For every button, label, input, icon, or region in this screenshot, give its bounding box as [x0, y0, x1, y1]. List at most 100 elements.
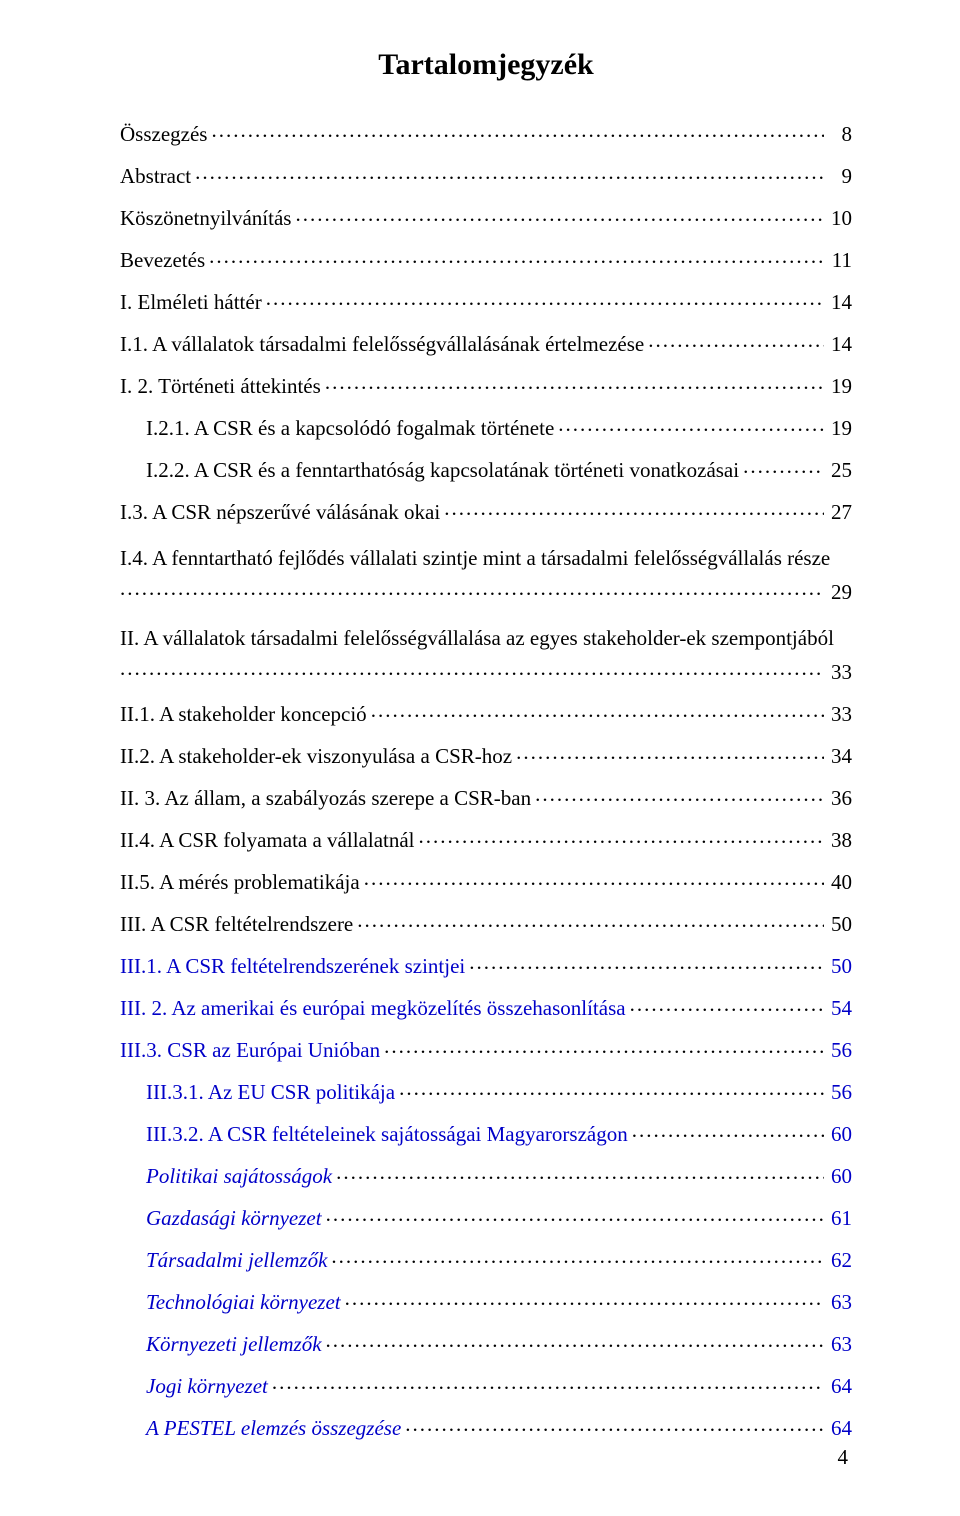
toc-entry-label: III. 2. Az amerikai és európai megközelí… — [120, 998, 630, 1019]
toc-entry[interactable]: III.3.2. A CSR feltételeinek sajátossága… — [120, 1120, 852, 1145]
toc-entry[interactable]: A PESTEL elemzés összegzése 64 — [120, 1414, 852, 1439]
toc-entry[interactable]: Politikai sajátosságok 60 — [120, 1162, 852, 1187]
toc-leader-dots — [120, 658, 824, 679]
toc-leader-dots — [405, 1414, 824, 1435]
toc-leader-dots — [336, 1162, 824, 1183]
toc-entry-label: III.3.1. Az EU CSR politikája — [146, 1082, 399, 1103]
toc-entry: I. Elméleti háttér 14 — [120, 288, 852, 313]
toc-leader-dots — [648, 330, 824, 351]
toc-entry-label: Társadalmi jellemzők — [146, 1250, 331, 1271]
toc-entry: I.2.2. A CSR és a fenntarthatóság kapcso… — [120, 456, 852, 481]
toc-leader-dots — [272, 1372, 824, 1393]
toc-entry-page: 60 — [824, 1166, 852, 1187]
toc-entry[interactable]: III.3. CSR az Európai Unióban56 — [120, 1036, 852, 1061]
toc-entry-label: Abstract — [120, 166, 195, 187]
toc-leader-dots — [325, 372, 824, 393]
toc-leader-dots — [384, 1036, 824, 1057]
page-title: Tartalomjegyzék — [120, 48, 852, 82]
toc-entry: Bevezetés11 — [120, 246, 852, 271]
toc-leader-dots — [444, 498, 824, 519]
toc-leader-dots — [516, 742, 824, 763]
toc-entry-label: III.3.2. A CSR feltételeinek sajátossága… — [146, 1124, 632, 1145]
toc-entry: Abstract 9 — [120, 162, 852, 187]
page-number: 4 — [838, 1445, 849, 1470]
toc-entry-label: Jogi környezet — [146, 1376, 272, 1397]
toc-entry-page: 33 — [824, 662, 852, 683]
toc-entry-label: I. 2. Történeti áttekintés — [120, 376, 325, 397]
toc-leader-dots — [211, 120, 824, 141]
toc-entry: II.2. A stakeholder-ek viszonyulása a CS… — [120, 742, 852, 767]
toc-entry-label: III.3. CSR az Európai Unióban — [120, 1040, 384, 1061]
toc-entry-label: II. A vállalatok társadalmi felelősségvá… — [120, 626, 838, 650]
toc-entry: III. A CSR feltételrendszere50 — [120, 910, 852, 935]
toc-entry-label: I.3. A CSR népszerűvé válásának okai — [120, 502, 444, 523]
toc-entry-page: 14 — [824, 292, 852, 313]
toc-leader-dots — [371, 700, 824, 721]
toc-entry-page: 50 — [824, 914, 852, 935]
toc-leader-dots — [326, 1330, 824, 1351]
toc-leader-dots — [209, 246, 824, 267]
toc-entry-page: 56 — [824, 1082, 852, 1103]
toc-leader-dots — [630, 994, 824, 1015]
toc-leader-dots — [558, 414, 824, 435]
toc-entry-page: 33 — [824, 704, 852, 725]
toc-entry-page: 54 — [824, 998, 852, 1019]
toc-leader-dots — [331, 1246, 824, 1267]
toc-entry-label: I. Elméleti háttér — [120, 292, 266, 313]
toc-entry-label: Környezeti jellemzők — [146, 1334, 326, 1355]
toc-entry-page: 40 — [824, 872, 852, 893]
toc-entry-label: Összegzés — [120, 124, 211, 145]
toc-entry-page: 25 — [824, 460, 852, 481]
toc-entry: Köszönetnyilvánítás10 — [120, 204, 852, 229]
toc-entry-page: 27 — [824, 502, 852, 523]
toc-entry-page: 9 — [824, 166, 852, 187]
toc-leader-dots — [364, 868, 824, 889]
toc-entry-page: 63 — [824, 1292, 852, 1313]
toc-entry[interactable]: Társadalmi jellemzők 62 — [120, 1246, 852, 1271]
toc-entry: I. 2. Történeti áttekintés 19 — [120, 372, 852, 397]
toc-entry: Összegzés8 — [120, 120, 852, 145]
toc-entry[interactable]: Jogi környezet 64 — [120, 1372, 852, 1397]
toc-entry-page: 19 — [824, 376, 852, 397]
toc-entry[interactable]: Környezeti jellemzők63 — [120, 1330, 852, 1355]
toc-entry-label: I.1. A vállalatok társadalmi felelősségv… — [120, 334, 648, 355]
toc-leader-dots — [399, 1078, 824, 1099]
toc-entry: II.1. A stakeholder koncepció33 — [120, 700, 852, 725]
toc-entry-page: 11 — [824, 250, 852, 271]
toc-entry-label: II.4. A CSR folyamata a vállalatnál — [120, 830, 419, 851]
toc-entry-page: 60 — [824, 1124, 852, 1145]
toc-leader-dots — [419, 826, 824, 847]
toc-entry: II. 3. Az állam, a szabályozás szerepe a… — [120, 784, 852, 809]
toc-entry-page: 14 — [824, 334, 852, 355]
toc-entry-page: 36 — [824, 788, 852, 809]
toc-entry-label: I.2.1. A CSR és a kapcsolódó fogalmak tö… — [146, 418, 558, 439]
toc-entry: I.1. A vállalatok társadalmi felelősségv… — [120, 330, 852, 355]
toc-leader-dots — [326, 1204, 824, 1225]
toc-entry-label: I.2.2. A CSR és a fenntarthatóság kapcso… — [146, 460, 743, 481]
toc-entry-label: II. 3. Az állam, a szabályozás szerepe a… — [120, 788, 535, 809]
toc-entry-page: 62 — [824, 1250, 852, 1271]
toc-entry-page: 64 — [824, 1418, 852, 1439]
toc-entry-page: 64 — [824, 1376, 852, 1397]
toc-entry[interactable]: III.1. A CSR feltételrendszerének szintj… — [120, 952, 852, 977]
toc-leader-dots — [120, 578, 824, 599]
toc-entry: II.4. A CSR folyamata a vállalatnál38 — [120, 826, 852, 851]
toc-entry: II. A vállalatok társadalmi felelősségvá… — [120, 620, 852, 683]
toc-entry-label: Politikai sajátosságok — [146, 1166, 336, 1187]
toc-entry[interactable]: Technológiai környezet 63 — [120, 1288, 852, 1313]
toc-entry[interactable]: III.3.1. Az EU CSR politikája 56 — [120, 1078, 852, 1103]
toc-entry-label: Technológiai környezet — [146, 1292, 345, 1313]
toc-leader-dots — [195, 162, 824, 183]
toc-entry-label: I.4. A fenntartható fejlődés vállalati s… — [120, 546, 834, 570]
toc-entry: II.5. A mérés problematikája40 — [120, 868, 852, 893]
toc-entry: I.4. A fenntartható fejlődés vállalati s… — [120, 540, 852, 603]
toc-leader-dots — [743, 456, 824, 477]
toc-entry-page: 29 — [824, 582, 852, 603]
toc-leader-dots — [295, 204, 824, 225]
toc-entry-label: A PESTEL elemzés összegzése — [146, 1418, 405, 1439]
toc-entry[interactable]: Gazdasági környezet61 — [120, 1204, 852, 1229]
toc-leader-dots — [632, 1120, 824, 1141]
toc-entry[interactable]: III. 2. Az amerikai és európai megközelí… — [120, 994, 852, 1019]
toc-entry: I.3. A CSR népszerűvé válásának okai 27 — [120, 498, 852, 523]
toc-entry-page: 50 — [824, 956, 852, 977]
